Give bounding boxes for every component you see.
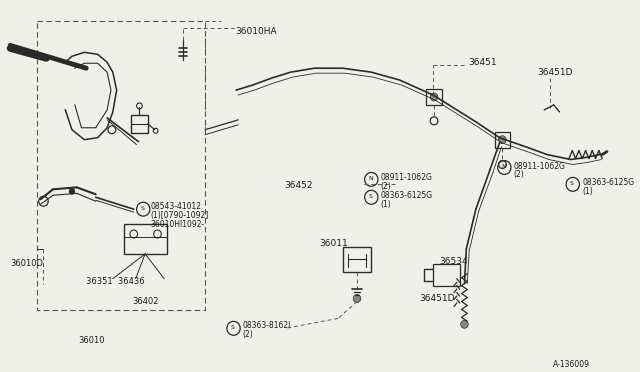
Text: N: N xyxy=(501,164,506,169)
Text: 08363-6125G: 08363-6125G xyxy=(582,179,634,187)
Text: 36010HI1092-: 36010HI1092- xyxy=(151,220,205,229)
Text: 36010: 36010 xyxy=(79,336,105,345)
Text: 08363-8162I: 08363-8162I xyxy=(242,321,291,330)
Text: 36010D: 36010D xyxy=(10,259,43,268)
Text: 36351  36436: 36351 36436 xyxy=(86,277,145,286)
Text: S: S xyxy=(230,325,234,330)
Text: 08363-6125G: 08363-6125G xyxy=(381,191,433,200)
Text: (2): (2) xyxy=(381,182,392,191)
Circle shape xyxy=(461,320,468,328)
Text: 36452: 36452 xyxy=(284,182,312,190)
Text: 08543-41012: 08543-41012 xyxy=(151,202,202,211)
Bar xyxy=(426,89,442,105)
Text: (2): (2) xyxy=(514,170,525,179)
Text: (1)[0790-1092]: (1)[0790-1092] xyxy=(151,211,209,220)
Text: 36402: 36402 xyxy=(132,296,158,305)
Bar xyxy=(433,264,460,286)
Text: 36451D: 36451D xyxy=(538,68,573,77)
Text: 08911-1062G: 08911-1062G xyxy=(514,161,566,170)
Text: 36010HA: 36010HA xyxy=(236,26,277,35)
Text: 08911-1062G: 08911-1062G xyxy=(381,173,433,182)
Text: 36451: 36451 xyxy=(468,58,497,67)
Circle shape xyxy=(499,136,506,144)
Text: (1): (1) xyxy=(381,200,392,209)
Text: 36534: 36534 xyxy=(440,257,468,266)
Text: S: S xyxy=(570,181,573,186)
Circle shape xyxy=(69,188,75,194)
Circle shape xyxy=(430,93,438,101)
Text: 36011: 36011 xyxy=(319,239,348,248)
Text: N: N xyxy=(368,176,372,181)
Text: S: S xyxy=(369,194,372,199)
Text: (2): (2) xyxy=(242,330,253,339)
Text: A-136009: A-136009 xyxy=(553,360,590,369)
Bar xyxy=(124,224,167,254)
Text: S: S xyxy=(140,206,144,211)
Bar xyxy=(131,115,148,133)
Circle shape xyxy=(353,295,361,302)
Text: (1): (1) xyxy=(582,187,593,196)
Bar xyxy=(343,247,371,272)
Bar xyxy=(495,132,510,148)
Text: 36451D: 36451D xyxy=(419,294,454,302)
